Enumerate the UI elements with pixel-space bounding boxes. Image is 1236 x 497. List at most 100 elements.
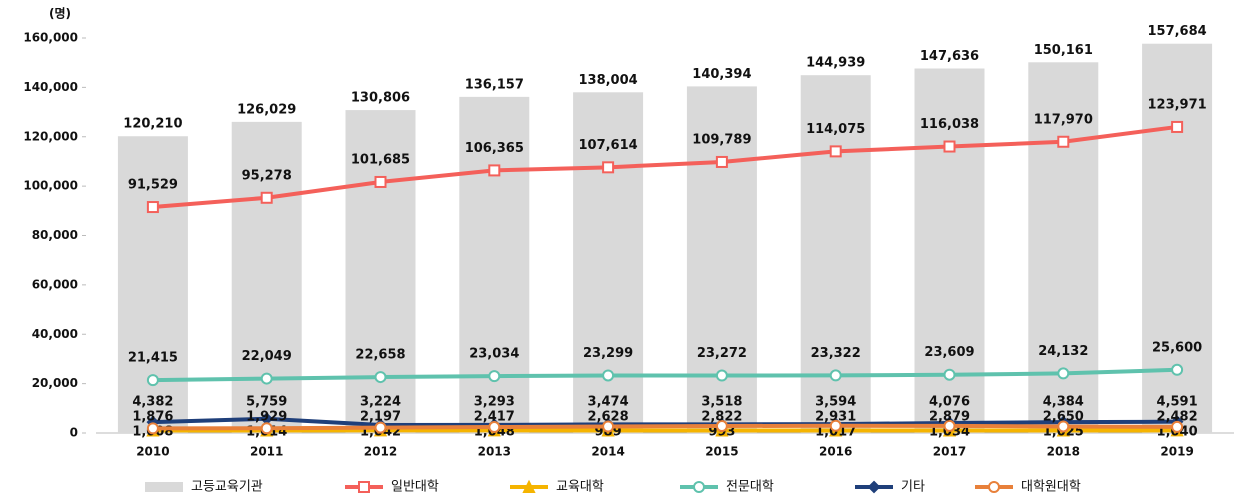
value-label: 23,272 xyxy=(697,346,747,361)
value-label: 2,879 xyxy=(929,410,970,425)
value-label: 24,132 xyxy=(1038,344,1088,359)
y-tick-label: 160,000 xyxy=(23,31,78,45)
marker xyxy=(374,371,387,384)
legend-label: 고등교육기관 xyxy=(191,480,263,495)
marker xyxy=(146,201,159,214)
marker xyxy=(943,140,956,153)
x-tick-label: 2015 xyxy=(705,445,738,459)
legend-marker xyxy=(358,481,370,493)
marker xyxy=(1057,135,1070,148)
value-label: 23,034 xyxy=(469,347,519,362)
y-tick-label: 40,000 xyxy=(32,327,78,341)
value-label: 23,299 xyxy=(583,346,633,361)
value-label: 140,394 xyxy=(692,67,751,82)
x-tick-label: 2011 xyxy=(250,445,283,459)
value-label: 116,038 xyxy=(920,117,979,132)
y-tick-label: 0 xyxy=(70,426,78,440)
value-label: 2,628 xyxy=(588,410,629,425)
value-label: 138,004 xyxy=(578,73,637,88)
value-label: 2,931 xyxy=(815,410,856,425)
marker xyxy=(602,161,615,174)
line xyxy=(152,416,1178,428)
value-label: 2,417 xyxy=(474,410,515,425)
line xyxy=(152,124,1178,210)
value-label: 23,609 xyxy=(924,345,974,360)
marker xyxy=(488,370,501,383)
marker xyxy=(829,419,842,432)
value-label: 2,650 xyxy=(1043,410,1084,425)
value-label: 1,034 xyxy=(929,425,970,440)
legend-marker xyxy=(522,479,536,493)
marker xyxy=(374,175,387,188)
value-label: 22,049 xyxy=(242,349,292,364)
marker xyxy=(1171,120,1184,133)
x-tick-label: 2019 xyxy=(1160,445,1193,459)
value-label: 117,970 xyxy=(1034,112,1093,127)
value-label: 23,322 xyxy=(811,346,861,361)
value-label: 2,482 xyxy=(1157,410,1198,425)
value-label: 3,518 xyxy=(701,395,742,410)
legend-label: 전문대학 xyxy=(726,480,774,495)
line xyxy=(152,367,1178,383)
value-label: 22,658 xyxy=(355,348,405,363)
value-label: 1,017 xyxy=(815,425,856,440)
value-label: 4,382 xyxy=(132,395,173,410)
y-tick-label: 140,000 xyxy=(23,80,78,94)
marker xyxy=(715,369,728,382)
y-tick-label: 120,000 xyxy=(23,129,78,143)
marker xyxy=(715,420,728,433)
marker xyxy=(715,155,728,168)
y-tick-label: 20,000 xyxy=(32,376,78,390)
marker xyxy=(488,421,501,434)
value-label: 106,365 xyxy=(465,141,524,156)
value-label: 5,759 xyxy=(246,395,287,410)
marker xyxy=(943,419,956,432)
value-label: 25,600 xyxy=(1152,340,1202,355)
value-label: 144,939 xyxy=(806,56,865,71)
value-label: 95,278 xyxy=(242,168,292,183)
y-tick-label: 100,000 xyxy=(23,179,78,193)
legend-swatch xyxy=(145,482,183,492)
marker xyxy=(943,368,956,381)
marker xyxy=(488,164,501,177)
value-label: 123,971 xyxy=(1147,97,1206,112)
y-tick-label: 80,000 xyxy=(32,228,78,242)
value-label: 114,075 xyxy=(806,122,865,137)
value-label: 3,474 xyxy=(588,395,629,410)
marker xyxy=(146,374,159,387)
value-label: 4,384 xyxy=(1043,395,1084,410)
marker xyxy=(829,369,842,382)
line xyxy=(152,423,1178,431)
legend-marker xyxy=(867,480,881,494)
value-label: 21,415 xyxy=(128,351,178,366)
value-label: 107,614 xyxy=(578,138,637,153)
x-tick-label: 2018 xyxy=(1047,445,1080,459)
value-label: 101,685 xyxy=(351,152,410,167)
value-label: 157,684 xyxy=(1147,24,1206,39)
x-tick-label: 2012 xyxy=(364,445,397,459)
marker xyxy=(374,421,387,434)
value-label: 3,594 xyxy=(815,395,856,410)
value-label: 2,822 xyxy=(701,410,742,425)
marker xyxy=(829,145,842,158)
legend-label: 교육대학 xyxy=(556,480,604,495)
value-label: 120,210 xyxy=(123,117,182,132)
value-label: 2,197 xyxy=(360,410,401,425)
marker xyxy=(1057,367,1070,380)
marker xyxy=(1171,420,1184,433)
value-label: 4,591 xyxy=(1157,395,1198,410)
marker xyxy=(1171,363,1184,376)
value-label: 91,529 xyxy=(128,178,178,193)
marker xyxy=(1057,420,1070,433)
marker xyxy=(602,420,615,433)
marker xyxy=(260,422,273,435)
legend-marker xyxy=(988,481,1000,493)
value-label: 136,157 xyxy=(465,77,524,92)
marker xyxy=(260,191,273,204)
x-tick-label: 2010 xyxy=(136,445,169,459)
legend-label: 일반대학 xyxy=(391,480,439,495)
value-label: 4,076 xyxy=(929,395,970,410)
value-label: 126,029 xyxy=(237,102,296,117)
